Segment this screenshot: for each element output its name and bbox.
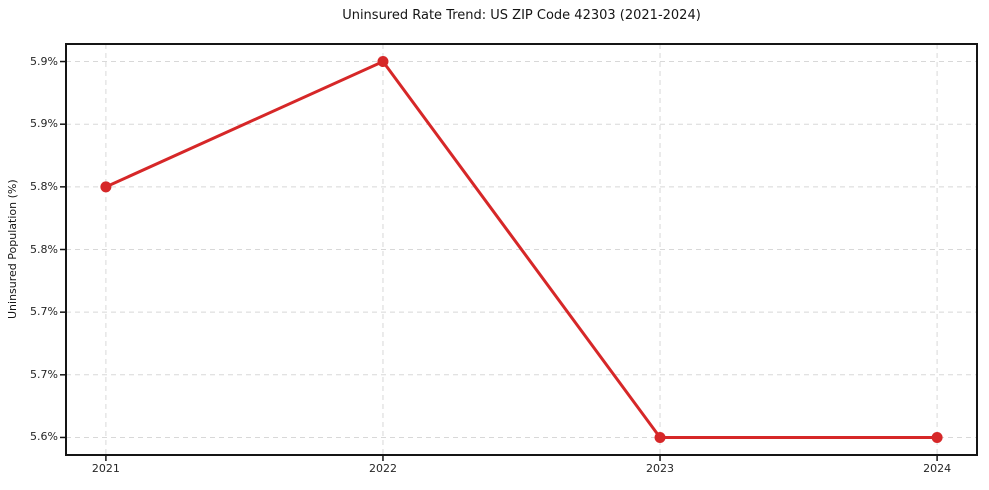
chart-title: Uninsured Rate Trend: US ZIP Code 42303 … bbox=[342, 8, 701, 23]
x-tick-label: 2021 bbox=[91, 462, 120, 475]
y-tick-label: 5.8% bbox=[30, 179, 58, 193]
plot-border bbox=[65, 43, 978, 456]
x-tick-label: 2024 bbox=[923, 462, 952, 475]
y-tick-label: 5.6% bbox=[30, 430, 58, 444]
plot-area bbox=[60, 43, 978, 461]
y-tick-label: 5.7% bbox=[30, 367, 58, 381]
trend-line bbox=[104, 60, 939, 439]
data-point-2021 bbox=[100, 181, 112, 193]
y-tick-label: 5.8% bbox=[30, 242, 58, 256]
y-tick-label: 5.9% bbox=[30, 117, 58, 131]
data-point-2022 bbox=[377, 56, 389, 68]
x-tick-label: 2022 bbox=[368, 462, 397, 475]
y-tick-label: 5.7% bbox=[30, 305, 58, 319]
line-chart-svg bbox=[60, 43, 978, 461]
x-tick-label: 2023 bbox=[646, 462, 675, 475]
data-point-2024 bbox=[931, 431, 943, 443]
y-tick-label: 5.9% bbox=[30, 54, 58, 68]
data-point-2023 bbox=[654, 431, 666, 443]
